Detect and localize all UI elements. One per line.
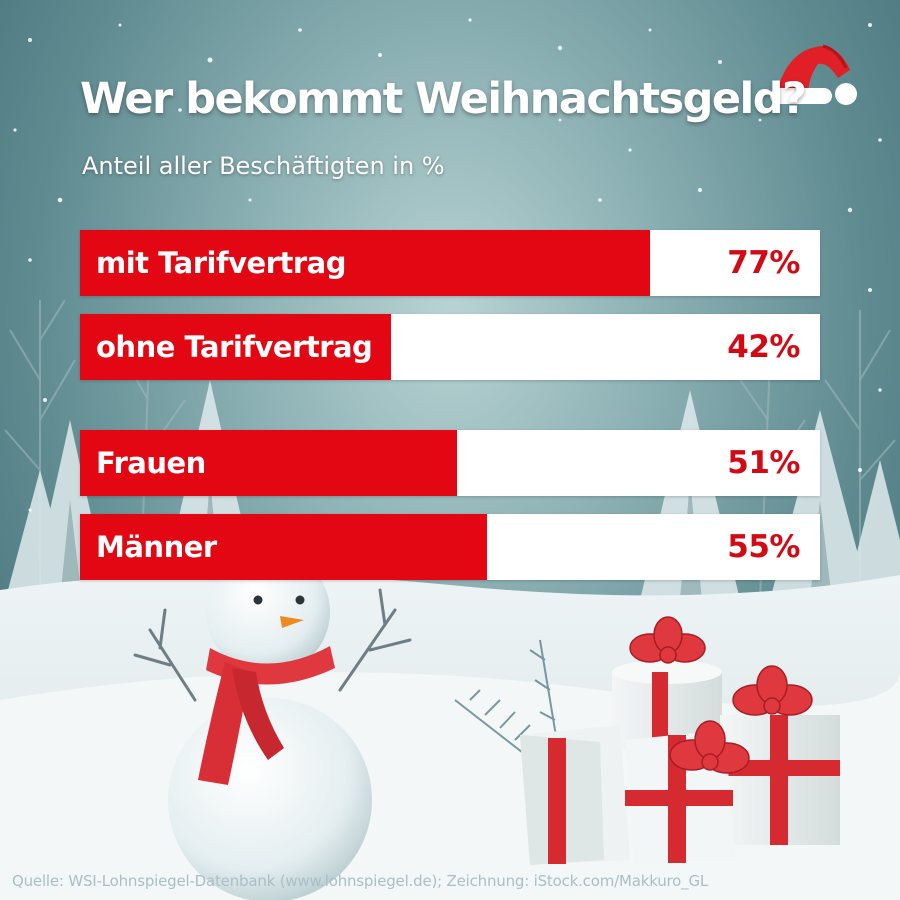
bar-label-maenner: Männer <box>96 530 217 564</box>
bar-row-mit-tarifvertrag: mit Tarifvertrag 77% <box>80 230 820 296</box>
bar-label-ohne-tarifvertrag: ohne Tarifvertrag <box>96 330 373 364</box>
bar-row-maenner: Männer 55% <box>80 514 820 580</box>
snowman-illustration <box>133 550 412 900</box>
bar-value-mit-tarifvertrag: 77% <box>727 245 800 281</box>
bar-chart: mit Tarifvertrag 77% ohne Tarifvertrag 4… <box>80 0 820 600</box>
snowfall <box>13 18 882 512</box>
bar-row-frauen: Frauen 51% <box>80 430 820 496</box>
bar-value-ohne-tarifvertrag: 42% <box>727 329 800 365</box>
bar-ohne-tarifvertrag <box>80 314 391 380</box>
bar-label-frauen: Frauen <box>96 446 206 480</box>
bar-maenner <box>80 514 487 580</box>
bar-label-mit-tarifvertrag: mit Tarifvertrag <box>96 246 346 280</box>
bar-row-ohne-tarifvertrag: ohne Tarifvertrag 42% <box>80 314 820 380</box>
bar-value-frauen: 51% <box>727 445 800 481</box>
bar-value-maenner: 55% <box>727 529 800 565</box>
bar-frauen <box>80 430 458 496</box>
fir-branches <box>454 639 561 771</box>
bar-mit-tarifvertrag <box>80 230 650 296</box>
chart-title: Wer bekommt Weihnachtsgeld? <box>80 74 807 124</box>
source-credit: Quelle: WSI-Lohnspiegel-Datenbank (www.l… <box>12 872 709 890</box>
gift-boxes-illustration <box>520 616 840 865</box>
chart-subtitle: Anteil aller Beschäftigten in % <box>82 152 445 180</box>
santa-hat-icon <box>770 44 857 105</box>
